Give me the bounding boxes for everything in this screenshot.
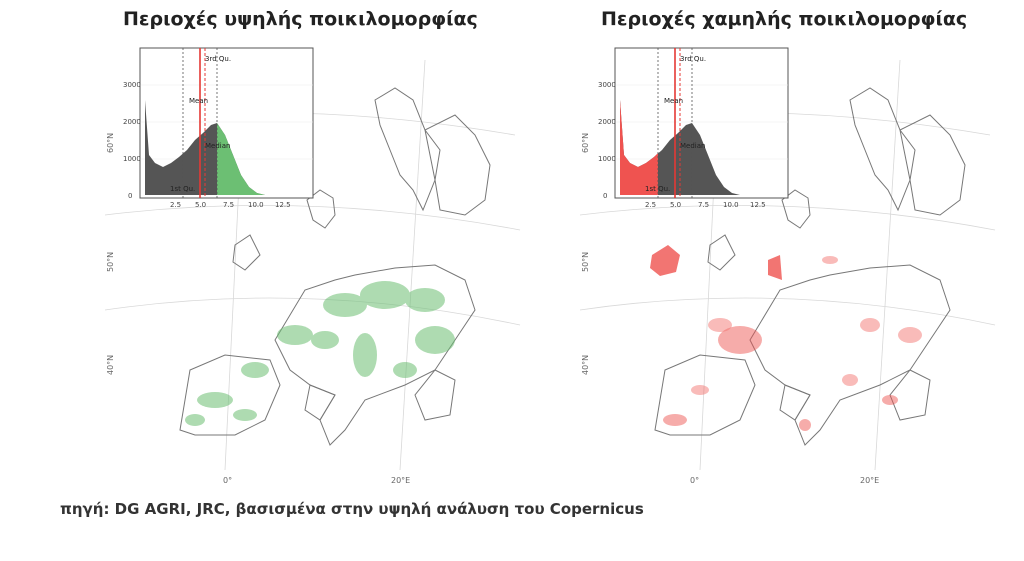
- x-tick-5-0: 5.0: [670, 201, 681, 209]
- median-label: Median: [205, 142, 230, 150]
- map-low-diversity: 50°N 40°N 0° 20°E 60°N: [579, 59, 996, 485]
- lat-60-label: 60°N: [581, 133, 590, 153]
- histogram-low-diversity: 3rd Qu. Mean Median 1st Qu. 0 1000 2000 …: [598, 47, 789, 209]
- lon-20-label: 20°E: [391, 476, 410, 485]
- lon-0-label: 0°: [223, 476, 232, 485]
- lat-50-label: 50°N: [106, 252, 115, 272]
- y-tick-3000: 3000: [123, 81, 141, 89]
- x-tick-7-5: 7.5: [223, 201, 234, 209]
- q3-label: 3rd Qu.: [205, 55, 231, 63]
- y-tick-2000: 2000: [598, 118, 616, 126]
- x-tick-12-5: 12.5: [750, 201, 766, 209]
- lat-40-label: 40°N: [106, 355, 115, 375]
- y-tick-3000: 3000: [598, 81, 616, 89]
- x-tick-7-5: 7.5: [698, 201, 709, 209]
- x-tick-2-5: 2.5: [170, 201, 181, 209]
- lat-60-label: 60°N: [106, 133, 115, 153]
- q1-label: 1st Qu.: [645, 185, 670, 193]
- histogram-high-diversity: 3rd Qu. Mean Median 1st Qu. 0 1000 2000 …: [123, 47, 314, 209]
- x-tick-10-0: 10.0: [723, 201, 739, 209]
- y-tick-0: 0: [603, 192, 607, 200]
- y-tick-0: 0: [128, 192, 132, 200]
- title-high-diversity: Περιοχές υψηλής ποικιλομορφίας: [123, 8, 478, 30]
- mean-label: Mean: [189, 97, 208, 105]
- x-tick-10-0: 10.0: [248, 201, 264, 209]
- source-caption: πηγή: DG AGRI, JRC, βασισμένα στην υψηλή…: [60, 500, 644, 518]
- lat-50-label: 50°N: [581, 252, 590, 272]
- median-label: Median: [680, 142, 705, 150]
- lon-0-label: 0°: [690, 476, 699, 485]
- q3-label: 3rd Qu.: [680, 55, 706, 63]
- x-tick-5-0: 5.0: [195, 201, 206, 209]
- map-high-diversity: 50°N 40°N 0° 20°E 60°N: [104, 59, 521, 485]
- lon-20-label: 20°E: [860, 476, 879, 485]
- x-tick-2-5: 2.5: [645, 201, 656, 209]
- title-low-diversity: Περιοχές χαμηλής ποικιλομορφίας: [601, 8, 968, 30]
- y-tick-1000: 1000: [123, 155, 141, 163]
- q1-label: 1st Qu.: [170, 185, 195, 193]
- y-tick-1000: 1000: [598, 155, 616, 163]
- y-tick-2000: 2000: [123, 118, 141, 126]
- mean-label: Mean: [664, 97, 683, 105]
- x-tick-12-5: 12.5: [275, 201, 291, 209]
- lat-40-label: 40°N: [581, 355, 590, 375]
